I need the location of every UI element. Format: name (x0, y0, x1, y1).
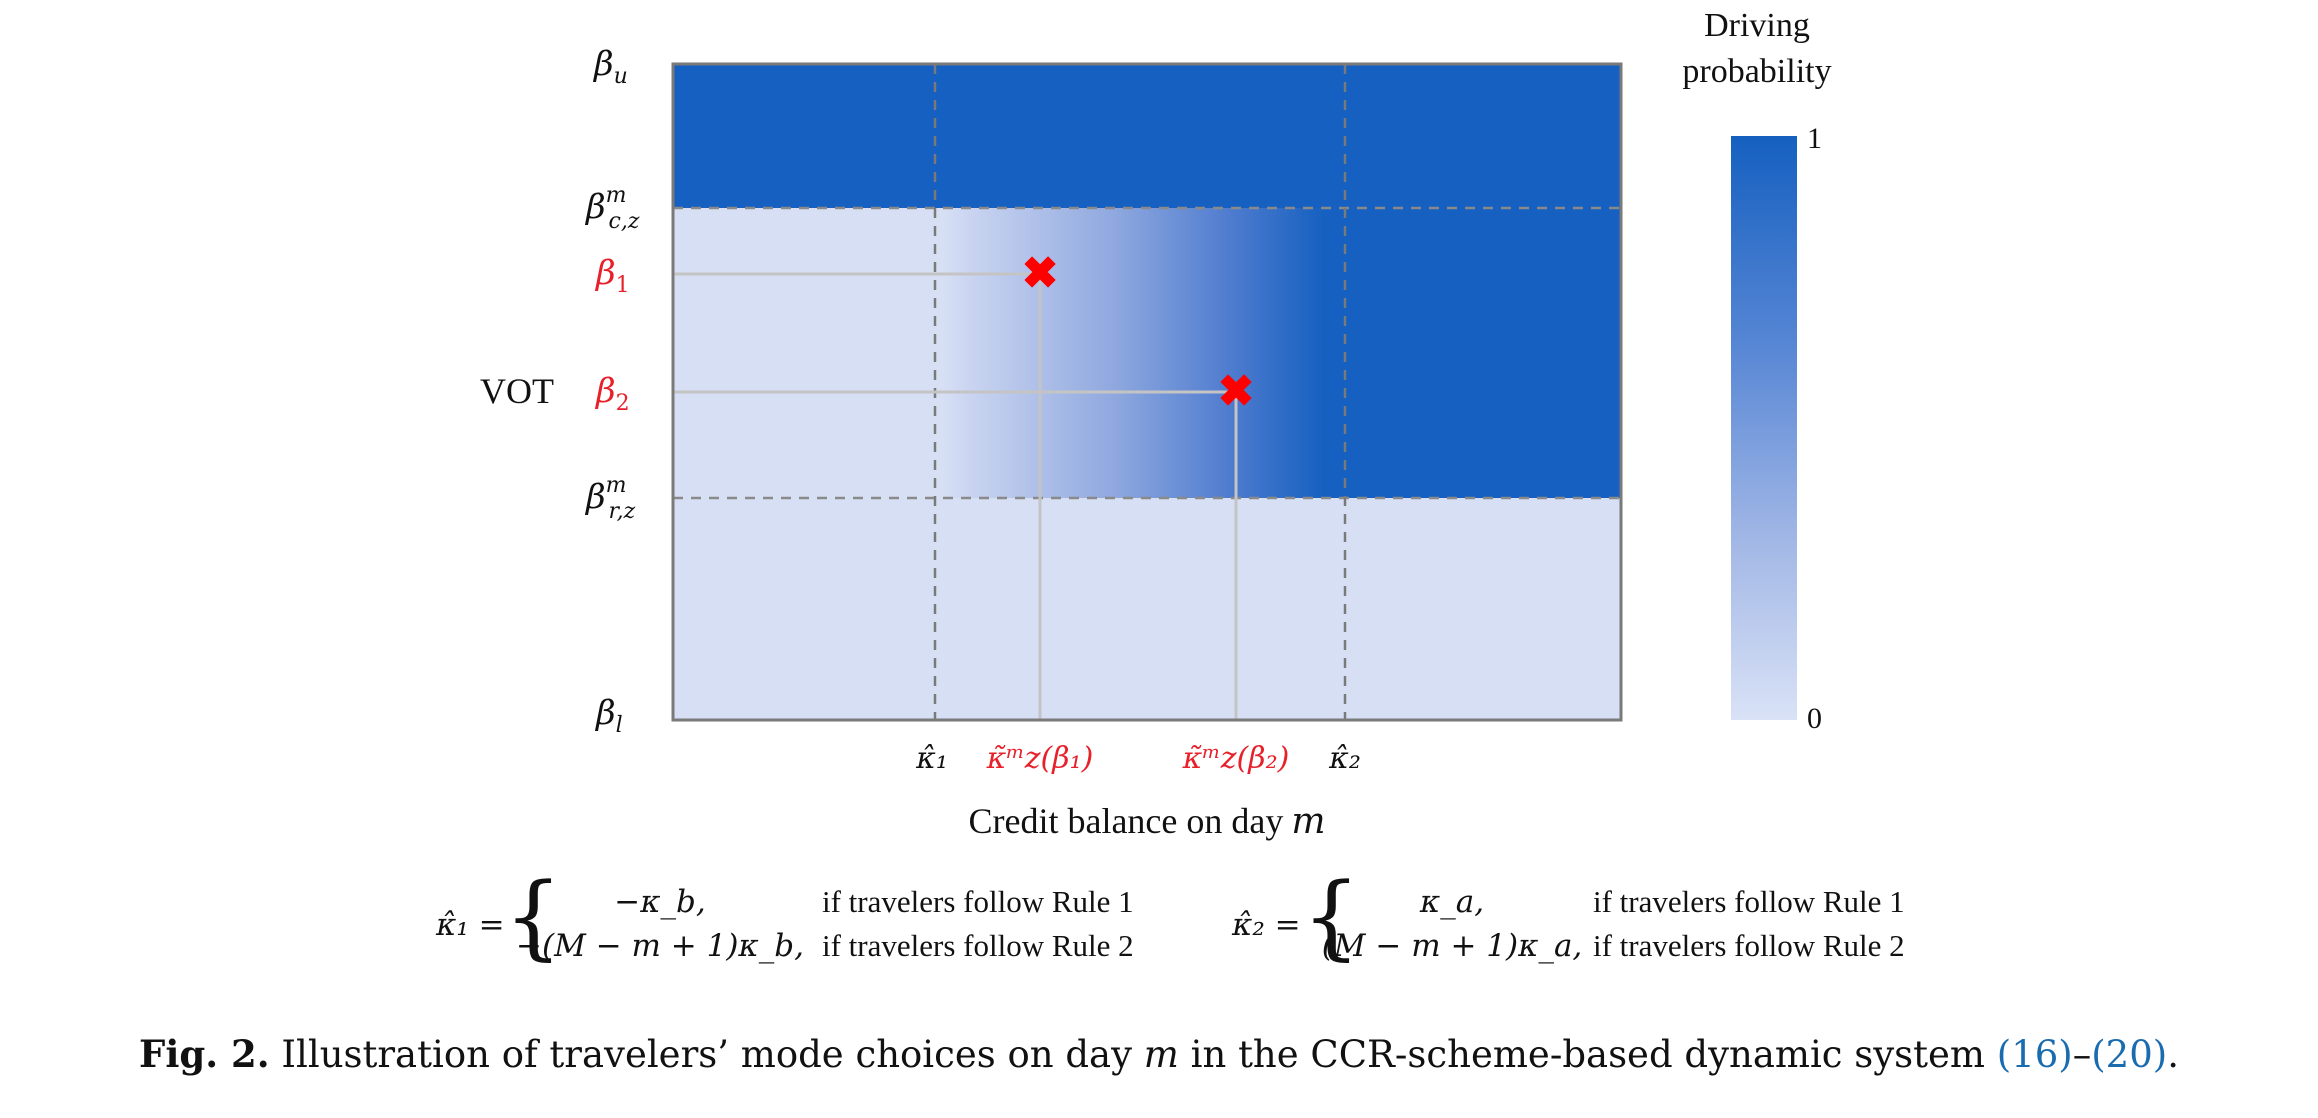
caption-text: Illustration of travelers’ mode choices … (281, 1033, 1133, 1076)
equation-k2-brace: { (1302, 863, 1361, 970)
equation-k1: κ̂₁ = { −κ_b, −(M − m + 1)κ_b, if travel… (435, 863, 1134, 970)
caption-ref-16[interactable]: (16) (1996, 1033, 2073, 1076)
x-axis-title: Credit balance on day m (968, 801, 1325, 842)
equation-k2-lhs: κ̂₂ = (1231, 907, 1301, 943)
region-gradient (943, 208, 1325, 498)
region-high-top (673, 64, 1621, 208)
region-low-middle-left (673, 208, 943, 498)
colorbar-max-label: 1 (1807, 122, 1822, 155)
y-ticks: βu βm c,z β1 β2 βm r,z βl (584, 44, 640, 738)
y-tick-beta-1: β1 (594, 253, 630, 298)
x-tick-kz-beta2: κ̃ᵐz(β₂) (1182, 741, 1290, 776)
caption-end: . (2167, 1033, 2179, 1076)
colorbar-min-label: 0 (1807, 702, 1822, 735)
equation-k1-cond1: if travelers follow Rule 1 (822, 884, 1134, 919)
caption-dash: – (2072, 1033, 2092, 1076)
plot-frame (671, 62, 1623, 722)
equation-k2-case1: κ_a, (1419, 884, 1484, 920)
colorbar-title-2: probability (1682, 53, 1831, 90)
equation-k1-brace: { (504, 863, 563, 970)
y-tick-beta-l: βl (594, 693, 623, 738)
equation-k1-case2: −(M − m + 1)κ_b, (516, 928, 804, 964)
x-tick-kz-beta1: κ̃ᵐz(β₁) (986, 741, 1094, 776)
equation-k1-cond2: if travelers follow Rule 2 (822, 928, 1134, 963)
y-tick-beta-u: βu (592, 44, 628, 89)
equation-k1-lhs: κ̂₁ = (435, 907, 505, 943)
figure-caption: Fig. 2. Illustration of travelers’ mode … (0, 1032, 2318, 1076)
colorbar-title-1: Driving (1704, 7, 1810, 44)
caption-var: m (1143, 1033, 1179, 1076)
marker-beta1: ✖ (1022, 248, 1059, 299)
region-high-right (1325, 208, 1621, 498)
caption-text2: in the CCR-scheme-based dynamic system (1190, 1033, 1986, 1076)
equation-k2-case2: (M − m + 1)κ_a, (1322, 928, 1583, 964)
colorbar-gradient (1731, 136, 1797, 720)
x-tick-k1: κ̂₁ (915, 741, 948, 776)
y-tick-beta-r: βm r,z (584, 473, 636, 524)
region-low-bottom (673, 498, 1621, 720)
caption-label: Fig. 2. (139, 1032, 270, 1076)
y-tick-beta-c: βm c,z (584, 183, 640, 234)
equation-k2-cond1: if travelers follow Rule 1 (1593, 884, 1905, 919)
guide-lines (673, 272, 1238, 720)
equation-k1-case1: −κ_b, (614, 884, 706, 920)
equation-k2-cond2: if travelers follow Rule 2 (1593, 928, 1905, 963)
caption-ref-20[interactable]: (20) (2091, 1033, 2168, 1076)
equation-k2: κ̂₂ = { κ_a, (M − m + 1)κ_a, if traveler… (1231, 863, 1905, 970)
x-tick-k2: κ̂₂ (1328, 741, 1361, 776)
colorbar: Driving probability 1 0 (1682, 7, 1831, 735)
heatmap (673, 64, 1621, 720)
marker-beta2: ✖ (1218, 366, 1255, 417)
x-ticks: κ̂₁ κ̃ᵐz(β₁) κ̃ᵐz(β₂) κ̂₂ (915, 741, 1361, 776)
y-tick-beta-2: β2 (594, 371, 630, 416)
y-axis-title: VOT (480, 371, 554, 411)
